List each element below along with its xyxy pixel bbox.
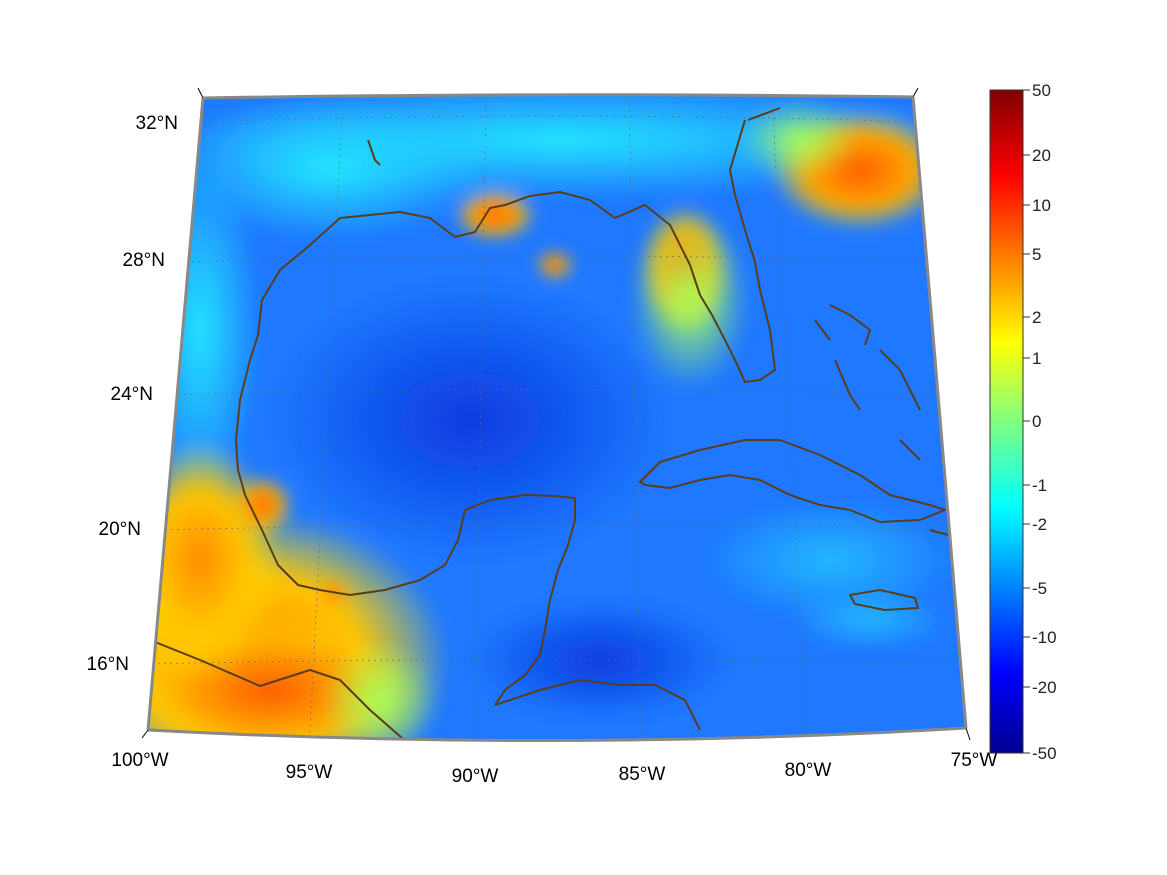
lon-tick-85w: 85°W [619,764,666,785]
lon-tick-100w: 100°W [111,750,168,771]
lon-tick-75w: 75°W [951,750,998,771]
colorbar-label-3: 5 [1032,245,1041,264]
colorbar-label-10: -10 [1032,628,1057,647]
lat-tick-20n: 20°N [99,519,141,540]
colorbar: 50 20 10 5 2 1 0 -1 -2 -5 -10 -20 -50 [989,81,1057,763]
colorbar-label-6: 0 [1032,412,1041,431]
colorbar-label-2: 10 [1032,196,1051,215]
colorbar-label-12: -50 [1032,744,1057,763]
lat-tick-32n: 32°N [136,113,178,134]
colorbar-label-4: 2 [1032,308,1041,327]
colorbar-label-7: -1 [1032,476,1047,495]
colorbar-label-0: 50 [1032,81,1051,100]
colorbar-label-5: 1 [1032,349,1041,368]
lat-tick-28n: 28°N [123,250,165,271]
colorbar-label-11: -20 [1032,678,1057,697]
colorbar-label-1: 20 [1032,146,1051,165]
lat-tick-24n: 24°N [111,384,153,405]
lat-tick-labels: 32°N 28°N 24°N 20°N 16°N [87,113,178,675]
lat-tick-16n: 16°N [87,654,129,675]
coastline [149,107,949,741]
lon-tick-95w: 95°W [286,762,333,783]
colorbar-label-9: -5 [1032,579,1047,598]
data-field [148,94,966,741]
lon-tick-80w: 80°W [785,760,832,781]
map-frame [141,87,971,743]
lon-tick-labels: 100°W 95°W 90°W 85°W 80°W 75°W [111,750,997,787]
colorbar-label-8: -2 [1032,515,1047,534]
lon-tick-90w: 90°W [452,766,499,787]
